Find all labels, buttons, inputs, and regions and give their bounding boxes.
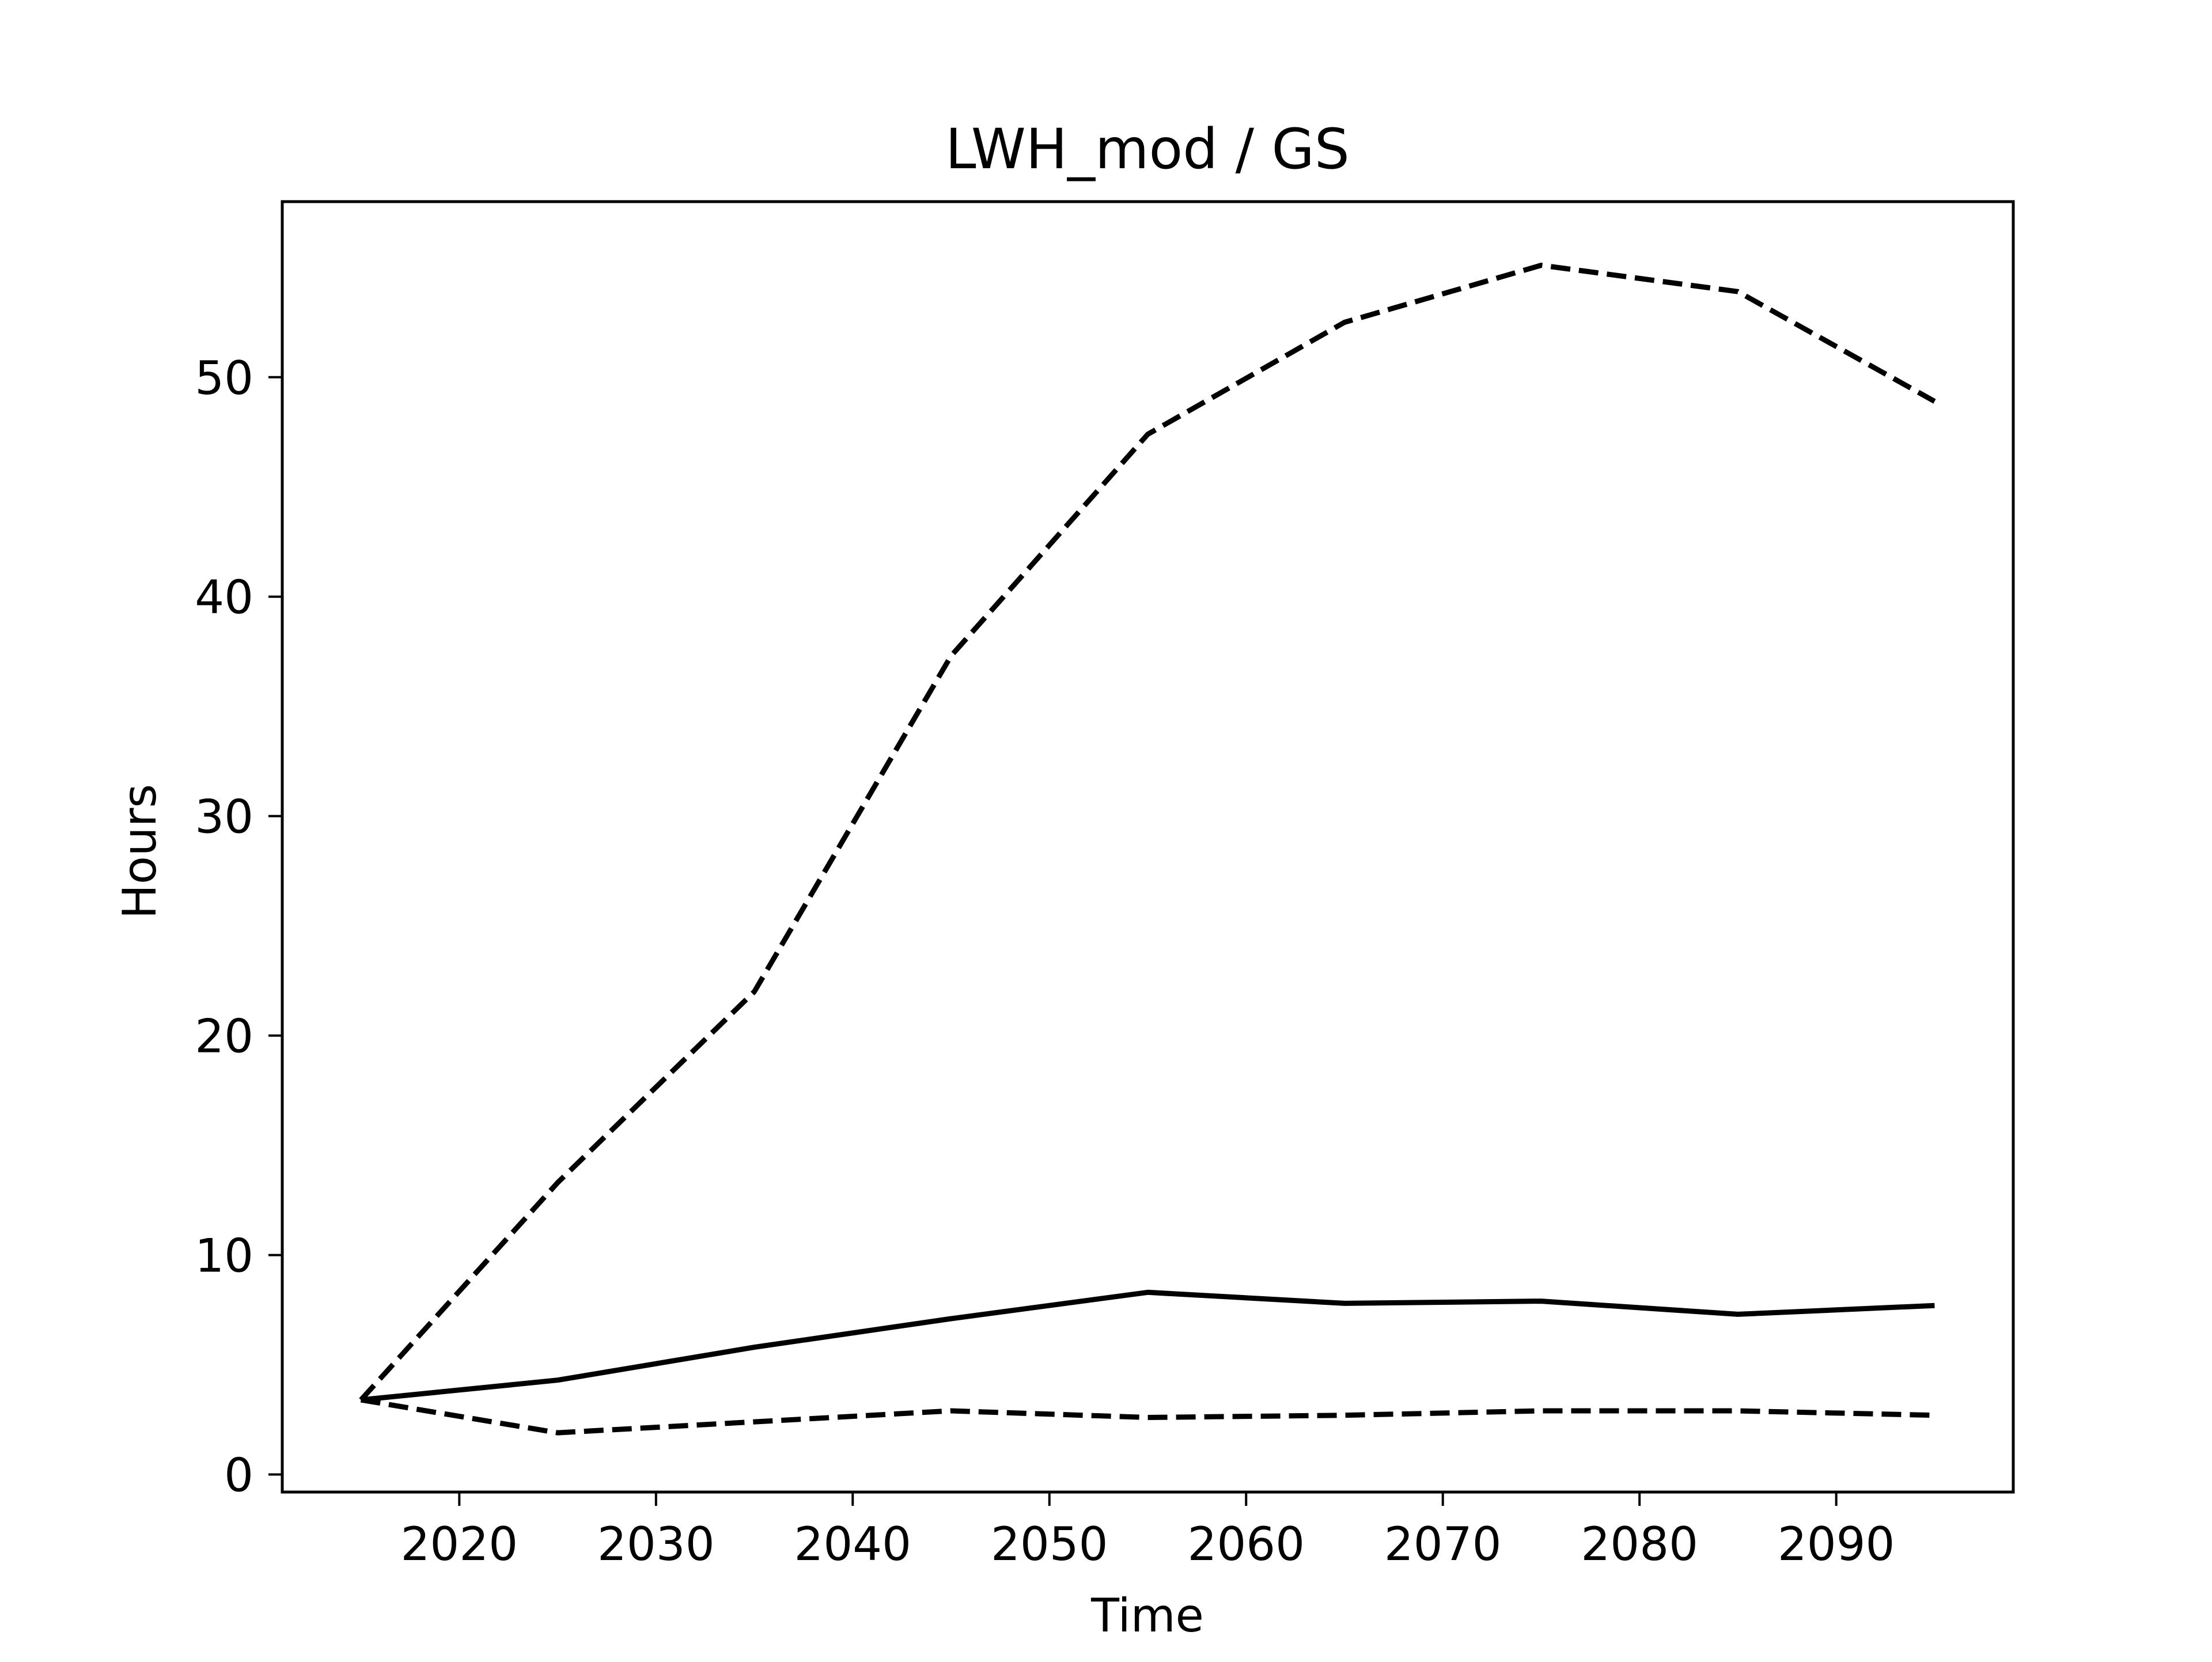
y-tick-label: 50 [195, 351, 253, 405]
series-line-2 [361, 1289, 1935, 1403]
y-axis-label: Hours [113, 784, 166, 919]
x-tick-label: 2060 [1187, 1517, 1305, 1571]
x-tick-label: 2080 [1581, 1517, 1698, 1571]
series-line-3 [360, 1397, 1935, 1436]
y-tick-label: 30 [195, 790, 253, 844]
x-tick-label: 2040 [794, 1517, 911, 1571]
chart-title: LWH_mod / GS [945, 117, 1350, 181]
x-tick-label: 2070 [1384, 1517, 1502, 1571]
x-tick-label: 2050 [991, 1517, 1108, 1571]
x-tick-label: 2020 [401, 1517, 518, 1571]
x-tick-label: 2090 [1778, 1517, 1895, 1571]
y-tick-label: 10 [195, 1229, 253, 1283]
y-axis: 0 10 20 30 40 50 [195, 351, 282, 1502]
y-tick-label: 0 [224, 1449, 253, 1502]
y-tick-label: 20 [195, 1010, 253, 1063]
series-line-1 [359, 263, 1936, 1402]
series-layer [359, 263, 1936, 1436]
x-tick-label: 2030 [597, 1517, 715, 1571]
plot-frame [281, 200, 2015, 1494]
x-axis-label: Time [1090, 1589, 1204, 1642]
x-axis: 2020 2030 2040 2050 2060 2070 2080 2090 [401, 1492, 1895, 1571]
y-tick-label: 40 [195, 571, 253, 624]
